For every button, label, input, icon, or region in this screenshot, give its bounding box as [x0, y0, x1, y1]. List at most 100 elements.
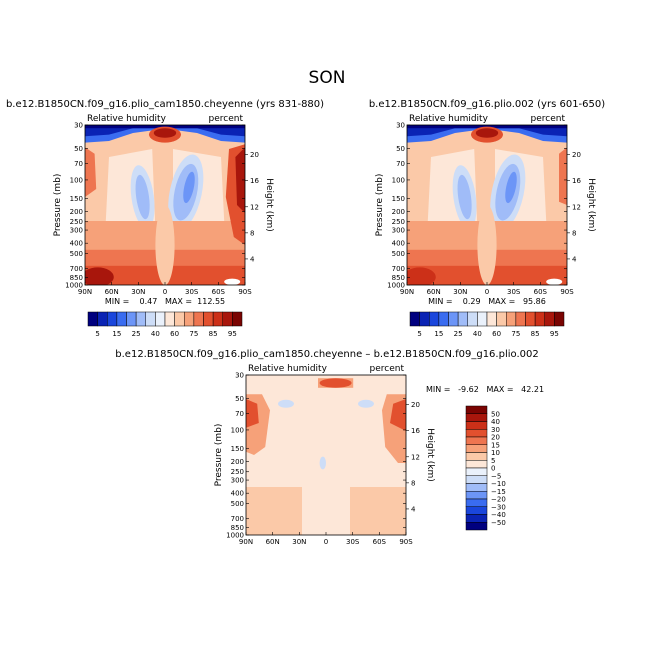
p2-cbar-box-9: [496, 311, 507, 327]
p1-xlabel-4: 30S: [185, 288, 199, 296]
p2-ylabel-10: 700: [392, 265, 405, 273]
panel-2-right-label: percent: [531, 114, 566, 124]
p1-cbar-box-7: [155, 311, 166, 327]
panel-diff-left-label: Relative humidity: [248, 364, 328, 374]
p2-hlabel-2: 12: [572, 203, 581, 211]
panel-2: b.e12.B1850CN.f09_g16.plio.002 (yrs 601-…: [369, 99, 605, 338]
diff-dry-patch-south: [358, 399, 374, 408]
panel-1-left-label: Relative humidity: [87, 114, 167, 124]
p2-cbar-box-4: [448, 311, 459, 327]
diff-cbar-label-5: 10: [491, 449, 500, 457]
p2-ylabel-11: 850: [392, 274, 405, 282]
panel-diff: b.e12.B1850CN.f09_g16.plio_cam1850.cheye…: [115, 349, 544, 546]
p1-ylabel-7: 300: [70, 227, 83, 235]
p1-plot-antarctic-notch: [224, 278, 241, 285]
diff-cbar-box-5: [465, 444, 488, 453]
p2-ylabel-12: 1000: [387, 282, 405, 290]
p1-xlabel-6: 90S: [238, 288, 252, 296]
diff-cbar-label-7: 0: [491, 465, 495, 473]
p2-cbar-box-2: [429, 311, 440, 327]
p1-cbar-label-1: 15: [112, 330, 121, 338]
p2-cbar-label-7: 95: [550, 330, 559, 338]
diff-cbar-box-13: [465, 506, 488, 515]
diff-dry-patch-equator: [319, 456, 326, 470]
p2-ylabel-8: 400: [392, 240, 405, 248]
p1-cbar-label-2: 25: [132, 330, 141, 338]
diff-xlabel-2: 30N: [292, 538, 306, 546]
diff-cbar-label-12: −30: [491, 503, 506, 511]
diff-cbar-label-11: −20: [491, 496, 506, 504]
p1-ylabel-10: 700: [70, 265, 83, 273]
p1-hlabel-3: 8: [250, 229, 254, 237]
p2-cbar-box-3: [438, 311, 449, 327]
p2-contour-fill: [407, 125, 567, 285]
panel-1: b.e12.B1850CN.f09_g16.plio_cam1850.cheye…: [6, 99, 324, 338]
diff-cbar-label-13: −40: [491, 511, 506, 519]
diff-cbar-label-9: −10: [491, 480, 506, 488]
diff-cbar-box-0: [465, 405, 488, 414]
p1-ylabel-5: 200: [70, 208, 83, 216]
diff-cbar-box-14: [465, 514, 488, 523]
diff-hlabel-2: 12: [411, 453, 420, 461]
diff-cbar-box-8: [465, 467, 488, 476]
diff-ylabel-3: 100: [231, 426, 244, 434]
diff-cbar-box-7: [465, 460, 488, 469]
p2-ylabel-7: 300: [392, 227, 405, 235]
diff-xlabel-6: 90S: [399, 538, 413, 546]
diff-cbar-box-1: [465, 413, 488, 422]
p2-cbar-label-6: 85: [531, 330, 540, 338]
panel-diff-right-label: percent: [370, 364, 405, 374]
p1-plot-stratosphere-top: [85, 125, 245, 129]
p2-cbar-box-1: [419, 311, 430, 327]
p1-ylabel-3: 100: [70, 176, 83, 184]
p1-cbar-label-6: 85: [209, 330, 218, 338]
p1-ylabel-title: Pressure (mb): [53, 174, 63, 237]
p2-ylabel-4: 150: [392, 195, 405, 203]
diff-ylabel-8: 400: [231, 490, 244, 498]
panel-1-stats: MIN = 0.47 MAX = 112.55: [105, 297, 225, 306]
diff-ylabel-5: 200: [231, 458, 244, 466]
diff-ylabel-6: 250: [231, 468, 244, 476]
p2-ylabel-6: 250: [392, 218, 405, 226]
diff-cbar-label-8: −5: [491, 472, 501, 480]
p2-cbar-label-0: 5: [417, 330, 421, 338]
p1-cbar-label-3: 40: [151, 330, 160, 338]
p2-cbar-box-15: [554, 311, 565, 327]
p1-cbar-box-15: [232, 311, 243, 327]
p2-y2label-title: Height (km): [586, 178, 596, 232]
p1-cbar-box-6: [145, 311, 156, 327]
p1-xlabel-1: 60N: [105, 288, 119, 296]
p1-xlabel-0: 90N: [78, 288, 92, 296]
p1-cbar-label-5: 75: [189, 330, 198, 338]
p2-cbar-box-5: [457, 311, 468, 327]
p2-cbar-box-0: [409, 311, 420, 327]
p1-hlabel-4: 4: [250, 255, 255, 263]
p2-cbar-box-12: [525, 311, 536, 327]
p2-cbar-box-6: [467, 311, 478, 327]
p2-ylabel-0: 30: [396, 122, 405, 130]
diff-ylabel-0: 30: [235, 372, 244, 380]
p2-cbar-label-1: 15: [434, 330, 443, 338]
p1-ylabel-12: 1000: [65, 282, 83, 290]
diff-ylabel-1: 50: [235, 395, 244, 403]
p1-plot-dry-south-core: [183, 171, 195, 204]
p1-ylabel-11: 850: [70, 274, 83, 282]
p2-xlabel-1: 60N: [427, 288, 441, 296]
diff-cbar-box-11: [465, 491, 488, 500]
diff-xlabel-4: 30S: [346, 538, 360, 546]
p1-ylabel-8: 400: [70, 240, 83, 248]
p2-plot-dry-north-core: [457, 174, 472, 220]
diff-north-polar-core: [246, 399, 259, 428]
p2-xlabel-0: 90N: [400, 288, 414, 296]
diff-contour-fill: [246, 375, 406, 535]
p1-cbar-label-4: 60: [170, 330, 179, 338]
p1-hlabel-2: 12: [250, 203, 259, 211]
p1-plot-tropic-column: [155, 205, 175, 285]
diff-ylabel-7: 300: [231, 477, 244, 485]
diff-cbar-box-4: [465, 436, 488, 445]
p2-cbar-box-13: [534, 311, 545, 327]
p2-cbar-box-7: [477, 311, 488, 327]
p1-cbar-box-13: [212, 311, 223, 327]
